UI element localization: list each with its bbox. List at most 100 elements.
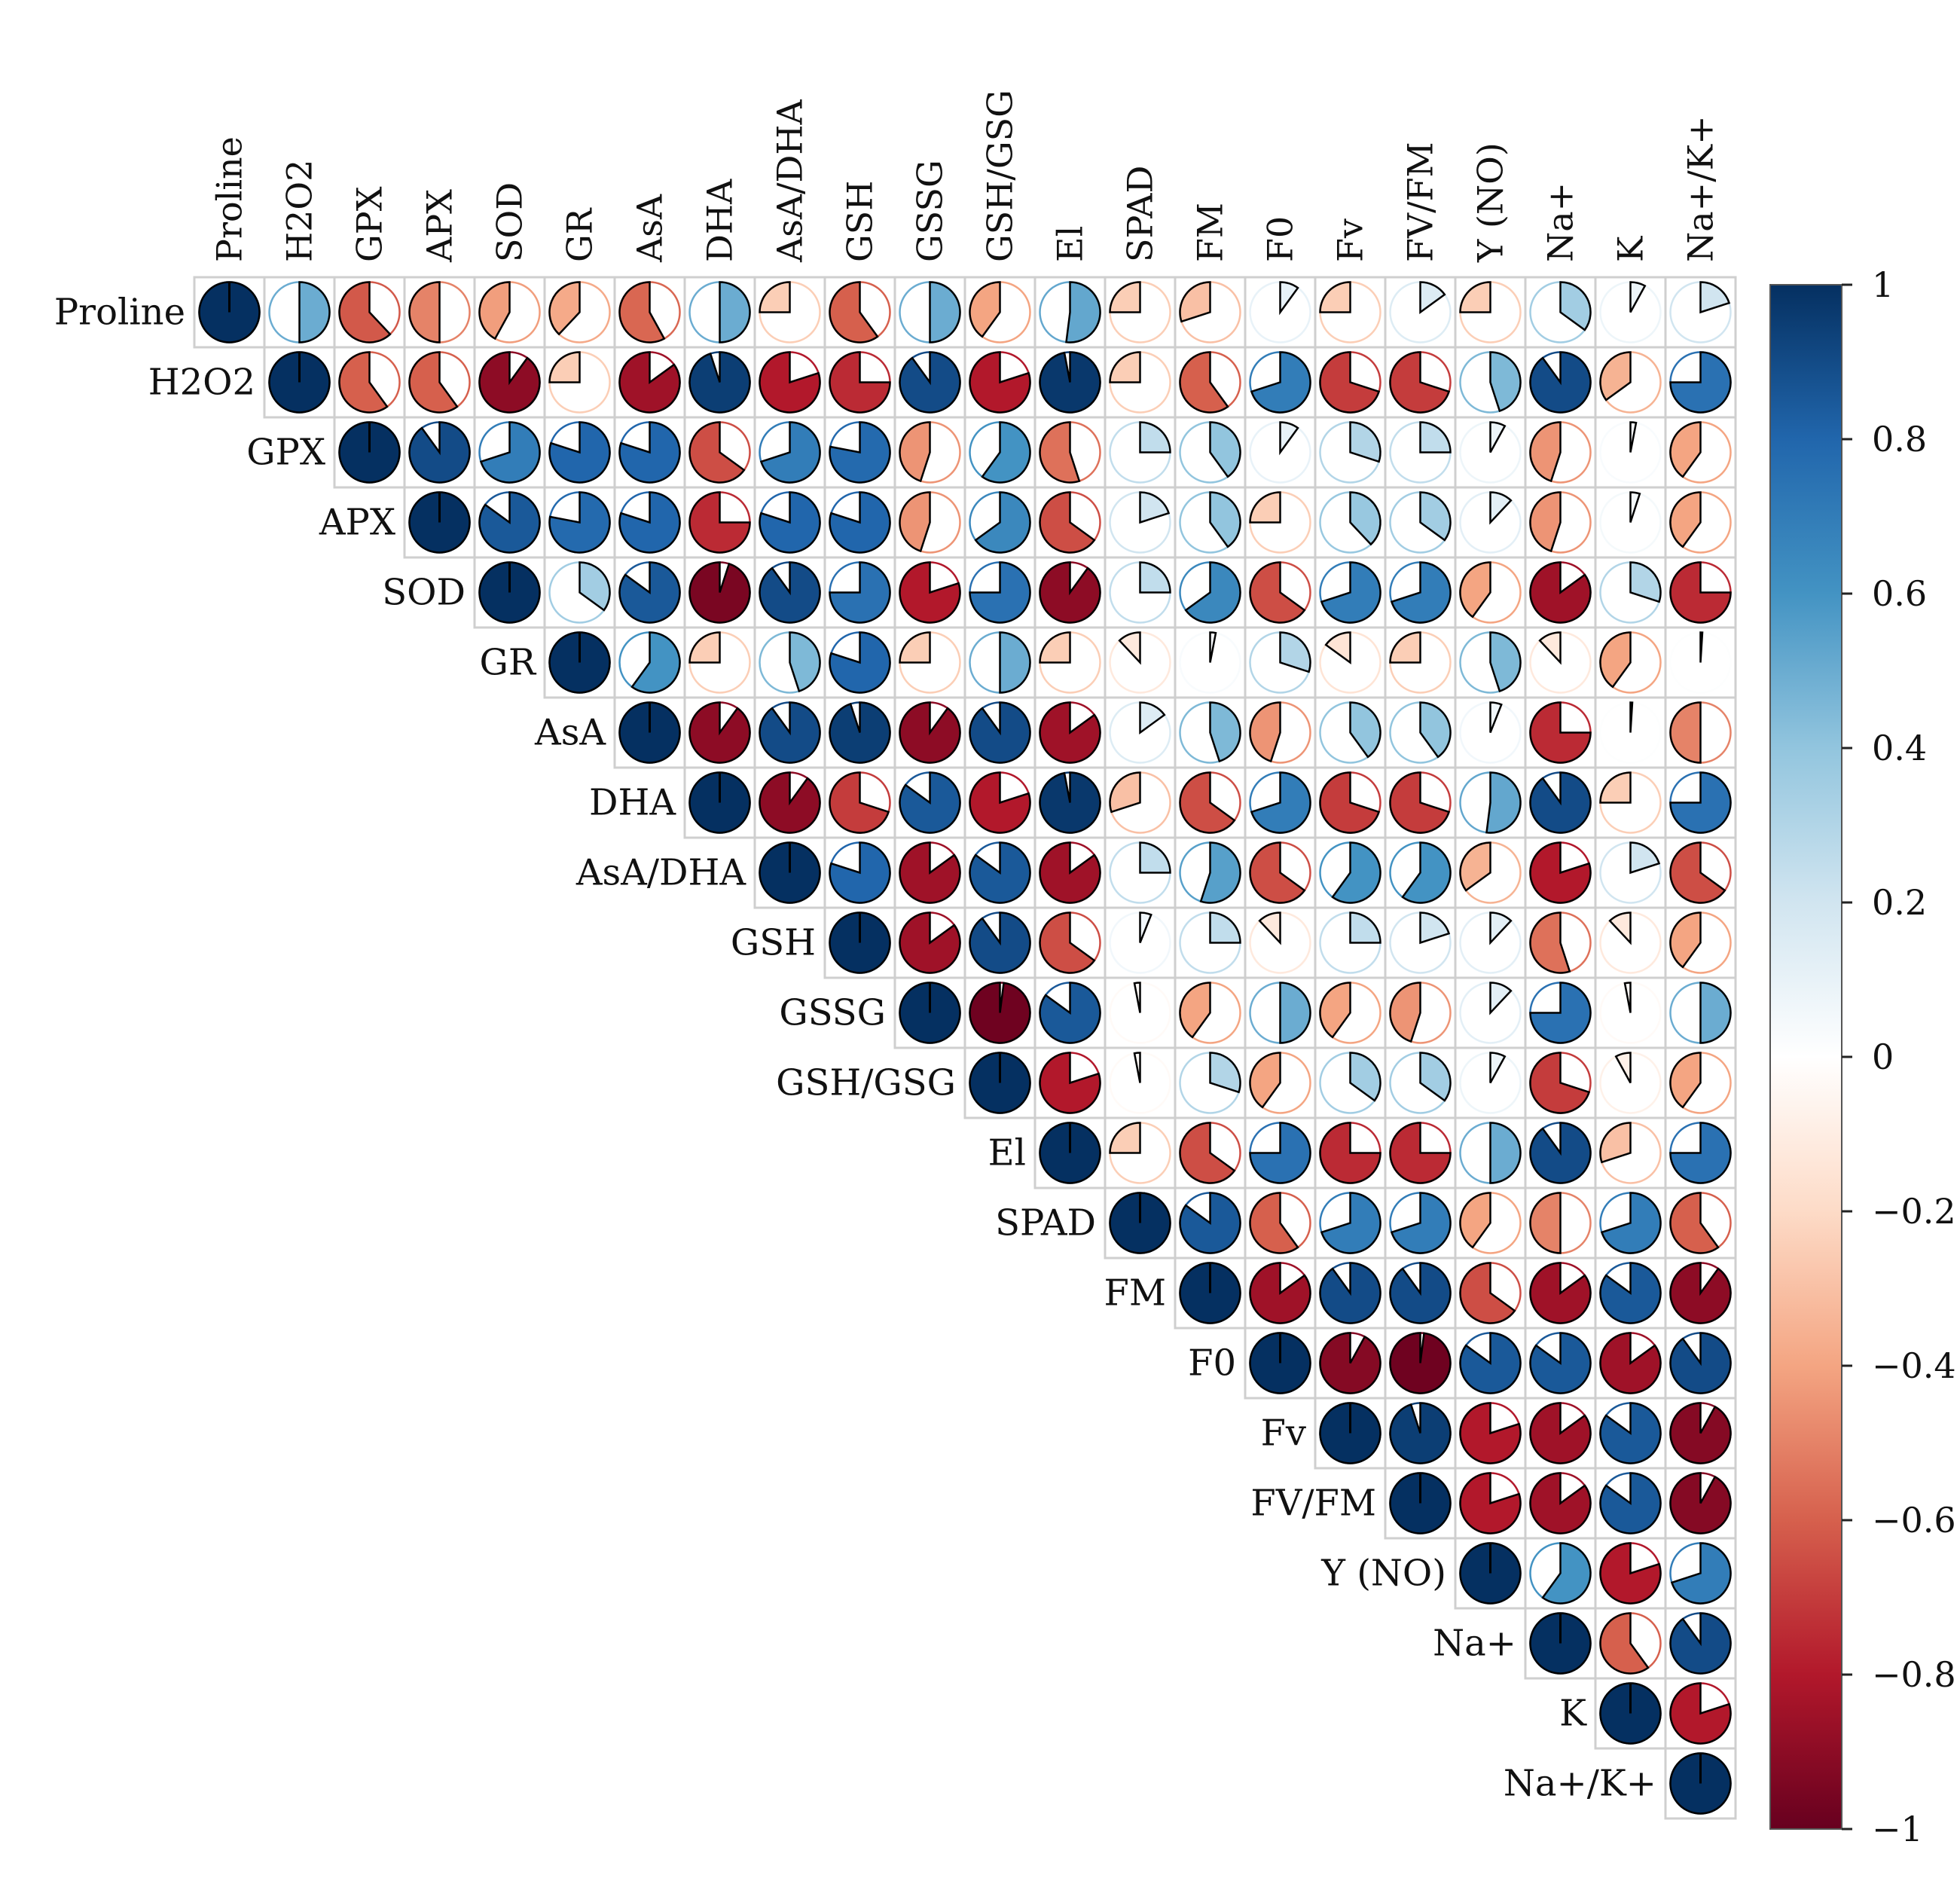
column-label-naplus: Na+: [1540, 182, 1581, 262]
column-labels: Proline H2O2 GPX APX SOD GR AsA DHA AsA/DHA GSH GS…: [209, 90, 1721, 263]
row-label-naplus-kplus: Na+/K+: [1504, 1763, 1656, 1805]
cell-sod-y-no: [1454, 556, 1527, 629]
cell-gr-f0: [1244, 626, 1317, 699]
cell-sod-el: [1033, 556, 1107, 629]
column-label-naplus-kplus: Na+/K+: [1681, 115, 1721, 262]
cell-sod-gssg: [893, 556, 966, 629]
cell-gr-naplus: [1524, 626, 1597, 699]
cell-gsh-fv-fm: [1384, 906, 1457, 979]
cell-gssg-y-no: [1454, 976, 1527, 1049]
cell-gsh-gsg-el: [1033, 1046, 1107, 1119]
cell-gpx-gsh: [823, 416, 896, 489]
colorbar-tick-label: −0.2: [1872, 1191, 1956, 1232]
cell-fm-naplus: [1524, 1257, 1597, 1330]
cell-proline-h2o2: [263, 276, 336, 349]
cell-h2o2-gr: [543, 346, 616, 419]
grid-layer: [193, 276, 1737, 1820]
cell-gsh-gsg-f0: [1244, 1046, 1317, 1119]
cell-el-k: [1594, 1116, 1667, 1189]
row-label-h2o2: H2O2: [148, 362, 255, 404]
cell-h2o2-sod: [473, 346, 546, 419]
cell-naplus-kplus-naplus-kplus: [1664, 1747, 1737, 1820]
cell-f0-fv-fm: [1384, 1327, 1457, 1400]
cell-el-fv: [1314, 1116, 1387, 1189]
column-label-spad: SPAD: [1120, 166, 1161, 262]
cell-gr-asa-dha: [753, 626, 826, 699]
cell-gsh-gsh: [823, 906, 896, 979]
cell-gssg-f0: [1244, 976, 1317, 1049]
cell-asa-dha-fv-fm: [1384, 836, 1457, 909]
cell-asa-dha: [683, 696, 756, 769]
cell-asa-gsh-gsg: [963, 696, 1036, 769]
cell-proline-asa-dha: [753, 276, 826, 349]
cell-apx-gsh: [823, 486, 896, 559]
cell-naplus-naplus: [1524, 1607, 1597, 1680]
cell-asa-f0: [1244, 696, 1317, 769]
column-label-gsh: GSH: [840, 181, 881, 262]
cell-asa-k: [1594, 696, 1667, 769]
row-label-sod: SOD: [382, 572, 466, 614]
cell-y-no-naplus: [1524, 1537, 1597, 1610]
cell-spad-y-no: [1454, 1186, 1527, 1260]
cell-dha-el: [1033, 766, 1107, 839]
cell-gssg-naplus: [1524, 976, 1597, 1049]
cell-naplus-k: [1594, 1607, 1667, 1680]
cell-spad-spad: [1104, 1186, 1177, 1260]
cell-fm-naplus-kplus: [1664, 1257, 1737, 1330]
cell-sod-naplus-kplus: [1664, 556, 1737, 629]
column-label-gssg: GSSG: [910, 160, 951, 262]
cell-asa-asa-dha: [753, 696, 826, 769]
cell-fv-k: [1594, 1397, 1667, 1470]
cell-dha-fv: [1314, 766, 1387, 839]
cell-apx-dha: [683, 486, 756, 559]
cell-gpx-spad: [1104, 416, 1177, 489]
cell-f0-f0: [1244, 1327, 1317, 1400]
cell-spad-fm: [1174, 1186, 1247, 1260]
cell-gsh-fv: [1314, 906, 1387, 979]
column-label-gsh-gsg: GSH/GSG: [980, 90, 1021, 262]
cell-asa-dha-asa-dha: [753, 836, 826, 909]
colorbar-gradient: [1770, 285, 1842, 1829]
cell-el-y-no: [1454, 1116, 1527, 1189]
cell-apx-asa-dha: [753, 486, 826, 559]
cell-apx-fv: [1314, 486, 1387, 559]
cell-proline-gssg: [893, 276, 966, 349]
row-label-spad: SPAD: [995, 1202, 1096, 1244]
cell-asa-dha-el: [1033, 836, 1107, 909]
cell-dha-y-no: [1454, 766, 1527, 839]
colorbar-tick-label: 1: [1872, 264, 1894, 305]
cell-gr-spad: [1104, 626, 1177, 699]
cell-apx-naplus-kplus: [1664, 486, 1737, 559]
row-label-fv: Fv: [1261, 1412, 1306, 1455]
cell-f0-fv: [1314, 1327, 1387, 1400]
colorbar-tick-label: 0: [1872, 1037, 1894, 1077]
column-label-gpx: GPX: [350, 186, 390, 262]
cell-h2o2-gssg: [893, 346, 966, 419]
cell-fv-naplus-kplus: [1664, 1397, 1737, 1470]
cell-sod-spad: [1104, 556, 1177, 629]
cell-h2o2-dha: [683, 346, 756, 419]
cell-el-el: [1033, 1116, 1107, 1189]
cell-gsh-gsg-fv-fm: [1384, 1046, 1457, 1119]
row-labels: Proline H2O2 GPX APX SOD GR AsA DHA AsA/DHA GSH GS…: [54, 292, 1656, 1805]
column-label-el: El: [1050, 226, 1091, 262]
column-label-asa: AsA: [630, 194, 670, 263]
cell-gsh-naplus: [1524, 906, 1597, 979]
cell-gpx-asa-dha: [753, 416, 826, 489]
cell-h2o2-naplus: [1524, 346, 1597, 419]
cell-dha-naplus-kplus: [1664, 766, 1737, 839]
cell-gr-y-no: [1454, 626, 1527, 699]
cell-gsh-gsg-fv: [1314, 1046, 1387, 1119]
cell-k-k: [1594, 1677, 1667, 1750]
cell-proline-dha: [683, 276, 756, 349]
cell-dha-gsh: [823, 766, 896, 839]
column-label-k: K: [1610, 235, 1651, 262]
cell-gssg-k: [1594, 976, 1667, 1049]
cell-proline-f0: [1244, 276, 1317, 349]
cell-asa-el: [1033, 696, 1107, 769]
cell-el-spad: [1104, 1116, 1177, 1189]
colorbar-tick-label: 0.2: [1872, 882, 1927, 923]
colorbar-tick-label: −0.4: [1872, 1345, 1956, 1386]
row-label-gssg: GSSG: [779, 992, 886, 1034]
cell-apx-spad: [1104, 486, 1177, 559]
